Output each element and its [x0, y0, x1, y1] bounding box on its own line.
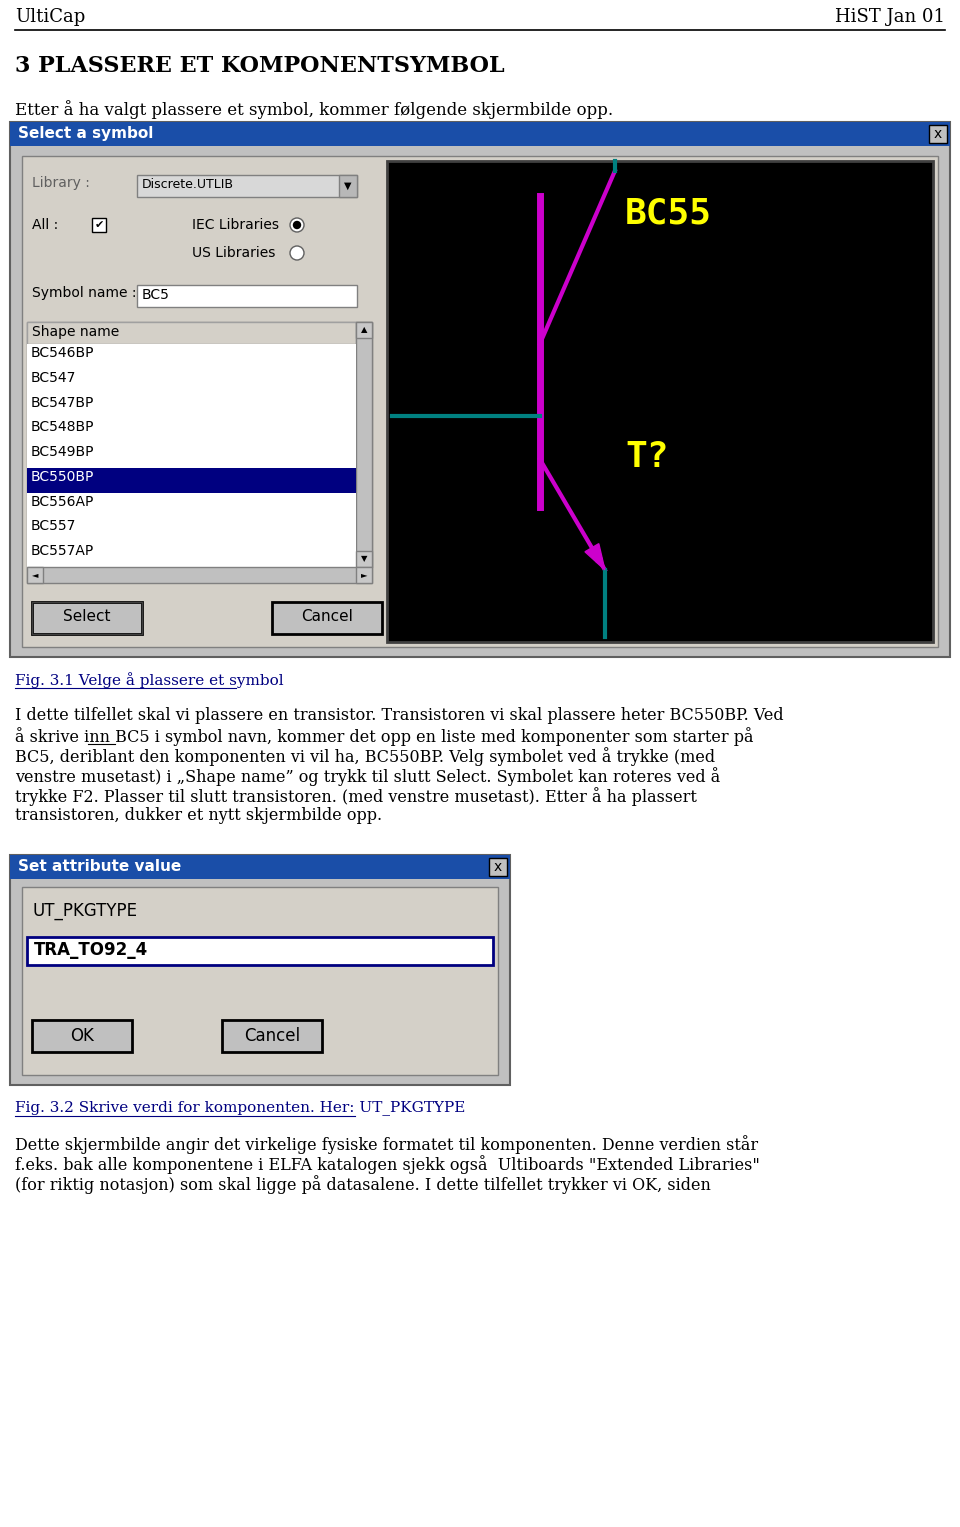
- Text: ▼: ▼: [361, 554, 368, 563]
- FancyBboxPatch shape: [10, 122, 950, 657]
- Text: BC547: BC547: [31, 371, 77, 385]
- Text: ►: ►: [361, 571, 368, 580]
- FancyBboxPatch shape: [356, 322, 372, 567]
- Circle shape: [294, 221, 300, 229]
- FancyBboxPatch shape: [27, 567, 372, 583]
- Text: BC5, deriblant den komponenten vi vil ha, BC550BP. Velg symbolet ved å trykke (m: BC5, deriblant den komponenten vi vil ha…: [15, 747, 715, 767]
- Text: BC547BP: BC547BP: [31, 395, 94, 409]
- Text: f.eks. bak alle komponentene i ELFA katalogen sjekk også  Ultiboards "Extended L: f.eks. bak alle komponentene i ELFA kata…: [15, 1154, 760, 1174]
- Text: Cancel: Cancel: [301, 609, 353, 625]
- FancyBboxPatch shape: [137, 176, 357, 197]
- FancyBboxPatch shape: [222, 1020, 322, 1052]
- Text: x: x: [493, 860, 502, 873]
- FancyBboxPatch shape: [27, 394, 356, 418]
- FancyBboxPatch shape: [356, 551, 372, 567]
- Text: Etter å ha valgt plassere et symbol, kommer følgende skjermbilde opp.: Etter å ha valgt plassere et symbol, kom…: [15, 99, 613, 119]
- Text: UltiCap: UltiCap: [15, 8, 85, 26]
- FancyBboxPatch shape: [10, 855, 510, 1086]
- FancyBboxPatch shape: [27, 344, 356, 370]
- Text: Select: Select: [63, 609, 110, 625]
- FancyBboxPatch shape: [27, 467, 356, 493]
- Text: å skrive inn BC5 i symbol navn, kommer det opp en liste med komponenter som star: å skrive inn BC5 i symbol navn, kommer d…: [15, 727, 754, 745]
- Text: (for riktig notasjon) som skal ligge på datasalene. I dette tilfellet trykker vi: (for riktig notasjon) som skal ligge på …: [15, 1174, 710, 1194]
- Text: BC556AP: BC556AP: [31, 495, 94, 508]
- FancyBboxPatch shape: [929, 125, 947, 144]
- Text: TRA_TO92_4: TRA_TO92_4: [34, 941, 148, 959]
- Text: US Libraries: US Libraries: [192, 246, 276, 260]
- Text: Shape name: Shape name: [32, 325, 119, 339]
- FancyBboxPatch shape: [356, 322, 372, 337]
- FancyBboxPatch shape: [32, 1020, 132, 1052]
- FancyBboxPatch shape: [10, 122, 950, 147]
- FancyBboxPatch shape: [27, 370, 356, 394]
- Text: BC550BP: BC550BP: [31, 470, 94, 484]
- Text: T?: T?: [625, 440, 668, 473]
- FancyBboxPatch shape: [27, 443, 356, 467]
- Text: Dette skjermbilde angir det virkelige fysiske formatet til komponenten. Denne ve: Dette skjermbilde angir det virkelige fy…: [15, 1135, 758, 1154]
- Text: I dette tilfellet skal vi plassere en transistor. Transistoren vi skal plassere : I dette tilfellet skal vi plassere en tr…: [15, 707, 783, 724]
- Text: transistoren, dukker et nytt skjermbilde opp.: transistoren, dukker et nytt skjermbilde…: [15, 806, 382, 825]
- Text: venstre musetast) i „Shape name” og trykk til slutt Select. Symbolet kan roteres: venstre musetast) i „Shape name” og tryk…: [15, 767, 720, 786]
- FancyBboxPatch shape: [27, 938, 493, 965]
- FancyBboxPatch shape: [387, 160, 933, 641]
- Text: All :: All :: [32, 218, 59, 232]
- Circle shape: [290, 218, 304, 232]
- FancyBboxPatch shape: [22, 887, 498, 1075]
- Text: UT_PKGTYPE: UT_PKGTYPE: [32, 902, 137, 919]
- FancyBboxPatch shape: [32, 602, 142, 634]
- FancyBboxPatch shape: [27, 322, 372, 567]
- FancyBboxPatch shape: [272, 602, 382, 634]
- Text: trykke F2. Plasser til slutt transistoren. (med venstre musetast). Etter å ha pl: trykke F2. Plasser til slutt transistore…: [15, 786, 697, 806]
- Text: BC546BP: BC546BP: [31, 347, 94, 360]
- Text: Symbol name :: Symbol name :: [32, 286, 136, 299]
- Polygon shape: [585, 544, 605, 570]
- FancyBboxPatch shape: [356, 567, 372, 583]
- Text: BC557AP: BC557AP: [31, 544, 94, 559]
- Text: Fig. 3.1 Velge å plassere et symbol: Fig. 3.1 Velge å plassere et symbol: [15, 672, 283, 687]
- Text: OK: OK: [70, 1028, 94, 1044]
- Text: 3 PLASSERE ET KOMPONENTSYMBOL: 3 PLASSERE ET KOMPONENTSYMBOL: [15, 55, 505, 76]
- Text: Fig. 3.2 Skrive verdi for komponenten. Her: UT_PKGTYPE: Fig. 3.2 Skrive verdi for komponenten. H…: [15, 1099, 466, 1115]
- FancyBboxPatch shape: [27, 542, 356, 567]
- Text: BC549BP: BC549BP: [31, 444, 94, 460]
- FancyBboxPatch shape: [92, 218, 106, 232]
- Text: Cancel: Cancel: [244, 1028, 300, 1044]
- Text: BC557: BC557: [31, 519, 77, 533]
- Text: Discrete.UTLIB: Discrete.UTLIB: [142, 179, 234, 191]
- Text: x: x: [934, 127, 942, 140]
- Text: ◄: ◄: [32, 571, 38, 580]
- FancyBboxPatch shape: [27, 518, 356, 542]
- FancyBboxPatch shape: [27, 418, 356, 443]
- FancyBboxPatch shape: [339, 176, 357, 197]
- Text: ▼: ▼: [345, 182, 351, 191]
- FancyBboxPatch shape: [27, 493, 356, 518]
- FancyBboxPatch shape: [27, 567, 43, 583]
- FancyBboxPatch shape: [10, 855, 510, 880]
- Text: ▲: ▲: [361, 325, 368, 334]
- Text: HiST Jan 01: HiST Jan 01: [835, 8, 945, 26]
- Text: Set attribute value: Set attribute value: [18, 860, 181, 873]
- Text: Select a symbol: Select a symbol: [18, 127, 154, 140]
- Text: BC55: BC55: [625, 195, 712, 231]
- Text: ✔: ✔: [94, 220, 104, 231]
- Text: IEC Libraries: IEC Libraries: [192, 218, 279, 232]
- FancyBboxPatch shape: [22, 156, 938, 647]
- Text: Library :: Library :: [32, 176, 90, 189]
- Text: BC5: BC5: [142, 289, 170, 302]
- FancyBboxPatch shape: [27, 322, 356, 344]
- Text: BC548BP: BC548BP: [31, 420, 94, 434]
- FancyBboxPatch shape: [137, 286, 357, 307]
- FancyBboxPatch shape: [489, 858, 507, 876]
- Circle shape: [290, 246, 304, 260]
